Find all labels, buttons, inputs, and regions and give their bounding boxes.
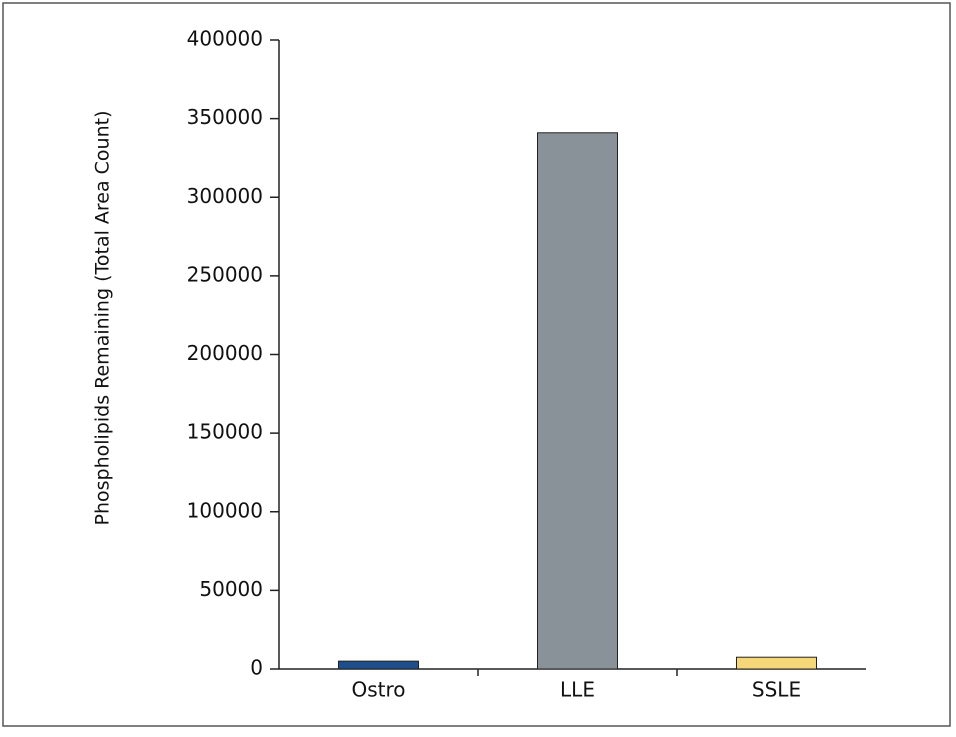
- y-tick-label: 300000: [187, 184, 263, 208]
- y-tick-label: 150000: [187, 420, 263, 444]
- y-tick-label: 100000: [187, 498, 263, 522]
- bar: [537, 132, 618, 670]
- x-tick-label: Ostro: [351, 678, 405, 702]
- y-tick-label: 250000: [187, 262, 263, 286]
- x-tick-label: LLE: [560, 678, 595, 702]
- y-tick-label: 50000: [199, 577, 263, 601]
- y-axis-title: Phospholipids Remaining (Total Area Coun…: [92, 110, 114, 525]
- y-tick-label: 0: [250, 656, 263, 680]
- y-tick-label: 400000: [187, 27, 263, 51]
- x-tick-label: SSLE: [752, 678, 801, 702]
- chart-frame: [2, 2, 951, 727]
- y-tick-label: 350000: [187, 105, 263, 129]
- bar: [338, 660, 419, 670]
- bar: [736, 656, 817, 670]
- y-tick-label: 200000: [187, 341, 263, 365]
